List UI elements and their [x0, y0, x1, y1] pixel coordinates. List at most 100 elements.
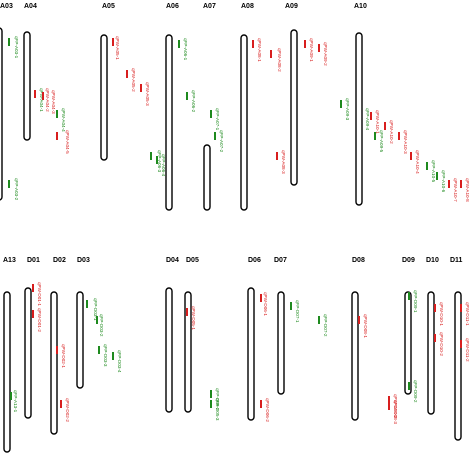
qtl-tick	[260, 294, 262, 302]
chromosome-label: A13	[3, 257, 16, 264]
qtl-label: qFP-A09-4	[365, 108, 370, 131]
chromosome-bar	[3, 291, 11, 453]
qtl-label: qPW-A09-1	[309, 38, 314, 62]
qtl-label: qPW-D01-1	[37, 282, 42, 306]
qtl-label: qFP-A06-3	[157, 150, 162, 173]
qtl-label: qPW-D02-1	[61, 344, 66, 368]
qtl-marker: qPW-D02-1	[56, 344, 66, 368]
qtl-tick	[56, 110, 58, 118]
chromosome-a05: A05 qPW-A05-1 qPW-A05-2 qPW-A05-3	[100, 3, 150, 161]
chromosome-label: D09	[402, 257, 415, 264]
qtl-label: qPW-A08-3	[281, 150, 286, 174]
chromosome-bar	[240, 34, 248, 211]
qtl-label: qPW-A04-4	[61, 108, 66, 132]
qtl-label: qPW-D05-1	[191, 306, 196, 330]
chromosome-label: D06	[248, 257, 261, 264]
qtl-label: qFP-A10-5	[431, 160, 436, 183]
qtl-tick	[460, 340, 462, 348]
qtl-marker: qFP-D07-2	[318, 314, 328, 337]
qtl-marker: qPW-A05-2	[126, 68, 136, 92]
chromosome-label: D02	[53, 257, 66, 264]
qtl-marker: qFP-A09-5	[374, 130, 384, 153]
qtl-label: qPW-D08-1	[363, 314, 368, 338]
chromosome-bar	[247, 287, 255, 421]
qtl-tick	[96, 316, 98, 324]
qtl-tick	[276, 152, 278, 160]
qtl-marker: qFP-D09-2	[408, 380, 418, 403]
qtl-marker: qPW-A05-1	[112, 36, 120, 60]
qtl-marker: qPW-A10-4	[410, 150, 420, 174]
qtl-label: qPW-A04-3	[51, 90, 56, 114]
qtl-tick	[388, 396, 390, 404]
qtl-label: qPW-D10-2	[439, 332, 444, 356]
qtl-marker: qFP-A06-1	[178, 38, 188, 61]
qtl-label: qFP-A06-4	[161, 154, 166, 177]
qtl-tick	[98, 346, 100, 354]
chromosome-a04: A04 qPW-A04-1 qPW-A04-2 qPW-A04-3 qPW-A04-4q…	[23, 3, 70, 154]
qtl-label: qPW-A05-1	[115, 36, 120, 60]
qtl-marker: qPW-A08-1	[252, 38, 262, 62]
qtl-marker: qPW-A04-5	[56, 130, 70, 154]
qtl-label: qFP-D07-1	[295, 300, 300, 323]
qtl-marker: qPW-A04-3	[42, 90, 56, 114]
qtl-label: qFP-A13-1	[13, 390, 18, 413]
qtl-tick	[460, 304, 462, 312]
qtl-label: qPW-A10-7	[453, 178, 458, 202]
qtl-marker: qPW-D08-3	[388, 400, 398, 424]
qtl-marker: qPW-A08-2	[270, 48, 282, 72]
qtl-tick	[358, 316, 360, 324]
qtl-tick	[410, 152, 412, 160]
qtl-label: qPW-D10-1	[439, 302, 444, 326]
qtl-marker: qPW-A05-3	[140, 82, 150, 106]
qtl-label: qPW-D01-2	[37, 308, 42, 332]
qtl-label: qPW-A10-3	[403, 130, 408, 154]
qtl-label: qFP-D07-2	[323, 314, 328, 337]
chromosome-a09: A09 qPW-A09-1 qPW-A09-2 qFP-A09-3 qFP-A09-4 q…	[285, 3, 384, 186]
qtl-marker: qPW-A10-2	[384, 120, 394, 144]
qtl-label: qFP-A06-1	[183, 38, 188, 61]
qtl-tick	[214, 132, 216, 140]
qtl-tick	[318, 44, 320, 52]
qtl-label: qPW-A04-1	[39, 88, 44, 112]
qtl-label: qFP-D09-1	[413, 290, 418, 313]
qtl-marker: qFP-A13-1	[10, 390, 18, 413]
chromosome-bar	[277, 291, 285, 395]
qtl-tick	[32, 284, 34, 292]
qtl-tick	[374, 132, 376, 140]
qtl-marker: qPW-A10-3	[398, 130, 408, 154]
chromosome-bar	[76, 291, 84, 389]
qtl-tick	[150, 152, 152, 160]
chromosome-label: A09	[285, 3, 298, 10]
qtl-tick	[318, 316, 320, 324]
qtl-label: qFP-D09-2	[413, 380, 418, 403]
qtl-label: qPW-A09-2	[323, 42, 328, 66]
chromosome-label: D05	[186, 257, 199, 264]
qtl-tick	[10, 392, 12, 400]
qtl-tick	[34, 90, 36, 98]
qtl-label: qFP-D03-4	[117, 350, 122, 373]
chromosome-d10: D10 qPW-D10-1 qPW-D10-2	[426, 257, 444, 415]
qtl-label: qFP-A10-6	[441, 170, 446, 193]
chromosome-bar	[165, 287, 173, 413]
qtl-tick	[304, 40, 306, 48]
qtl-label: qPW-A04-2	[45, 88, 50, 112]
qtl-label: qFP-A09-3	[345, 98, 350, 121]
qtl-label: qFP-A07-2	[219, 130, 224, 153]
qtl-tick	[340, 100, 342, 108]
qtl-marker: qPW-D10-2	[434, 332, 444, 356]
qtl-marker: qPW-A10-1	[370, 110, 380, 134]
chromosome-label: A10	[354, 3, 367, 10]
qtl-label: qPW-D11-1	[465, 302, 470, 326]
chromosome-bar	[50, 291, 58, 435]
qtl-label: qPW-A10-1	[375, 110, 380, 134]
qtl-marker: qFP-D03-1	[86, 298, 98, 321]
qtl-tick	[252, 40, 254, 48]
qtl-marker: qFP-A06-2	[186, 90, 196, 113]
qtl-tick	[434, 334, 436, 342]
chromosome-label: D07	[274, 257, 287, 264]
qtl-tick	[156, 156, 158, 164]
chromosome-d07: D07 qFP-D07-1 qFP-D07-2	[274, 257, 328, 395]
qtl-label: qFP-D03-3	[103, 344, 108, 367]
qtl-tick	[32, 310, 34, 318]
qtl-marker: qFP-D05-2	[210, 388, 220, 411]
